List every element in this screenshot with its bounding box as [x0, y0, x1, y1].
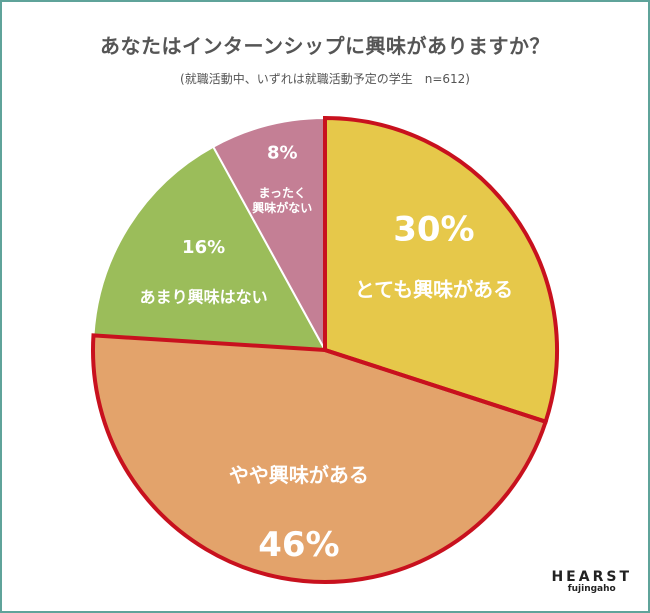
slice-value-label-2: 46%	[258, 525, 339, 565]
pie-slice-4	[211, 116, 326, 351]
slice-name-label-1: とても興味がある	[355, 277, 513, 301]
slice-name-label-3: あまり興味はない	[140, 287, 268, 306]
brand-logo: HEARST fujingaho	[551, 570, 632, 595]
slice-name-label-4-line-1: まったく	[259, 186, 307, 200]
pie-labels: 30% とても興味がある 46% やや興味がある 16% あまり興味はない 8% まったく興味…	[140, 143, 514, 566]
chart-subtitle: (就職活動中、いずれは就職活動予定の学生 n=612)	[180, 72, 470, 86]
slice-value-label-1: 30%	[393, 209, 474, 249]
slice-value-label-4: 8%	[267, 143, 298, 164]
slice-value-label-3: 16%	[182, 237, 225, 258]
chart-title: あなたはインターンシップに興味がありますか？	[100, 34, 550, 58]
pie-slice-highlight-1	[323, 115, 559, 425]
pie-slice-highlight-2	[91, 333, 549, 585]
pie-slices	[92, 116, 558, 584]
slice-name-label-4-line-2: 興味がない	[252, 200, 312, 215]
brand-name: HEARST	[551, 569, 632, 585]
brand-sub: fujingaho	[567, 584, 616, 594]
pie-slice-3	[92, 145, 327, 352]
slice-name-label-2: やや興味がある	[229, 463, 369, 487]
pie-highlights	[91, 115, 559, 585]
